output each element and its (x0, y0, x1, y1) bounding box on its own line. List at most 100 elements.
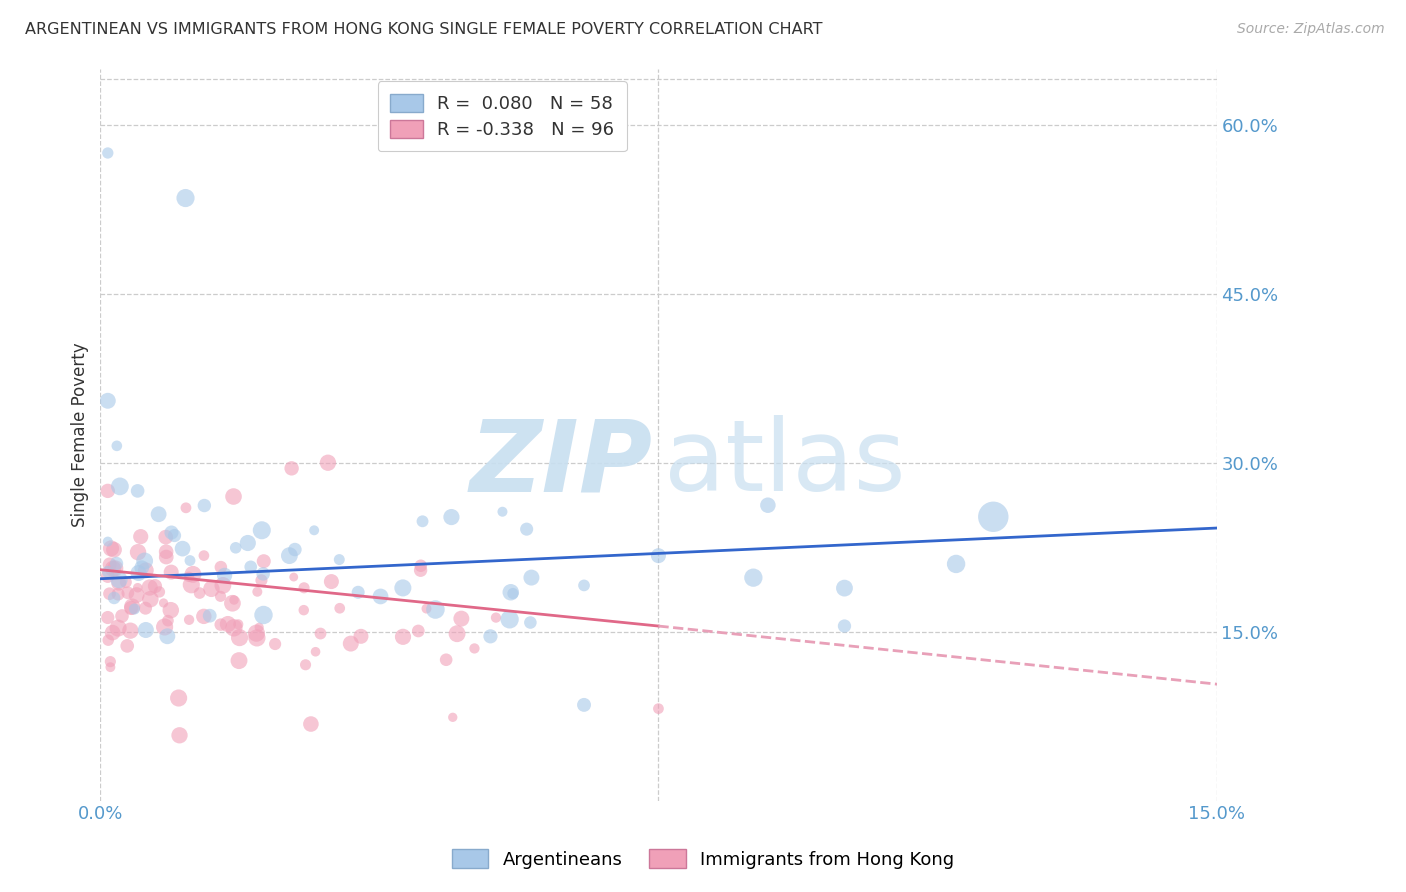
Point (97, 569, 120, 583)
Point (121, 599, 143, 614)
Point (103, 591, 125, 605)
Point (193, 499, 215, 513)
Point (450, 612, 472, 626)
Point (115, 639, 138, 653)
Point (408, 624, 430, 638)
Point (212, 578, 235, 592)
Point (97, 534, 120, 549)
Point (156, 629, 179, 643)
Point (177, 613, 200, 627)
Point (174, 500, 197, 515)
Point (156, 614, 179, 628)
Point (316, 456, 339, 470)
Point (108, 573, 131, 587)
Point (180, 578, 202, 592)
Point (111, 609, 134, 624)
Point (415, 601, 437, 615)
Point (572, 698, 595, 712)
Point (441, 710, 464, 724)
Point (193, 609, 215, 624)
Point (228, 631, 250, 645)
Point (440, 510, 463, 524)
Point (412, 514, 434, 528)
Point (100, 660, 122, 674)
Point (98, 587, 121, 601)
Point (103, 542, 125, 557)
Point (299, 717, 322, 731)
Y-axis label: Single Female Poverty: Single Female Poverty (72, 343, 89, 527)
Point (135, 601, 157, 615)
Point (167, 691, 190, 706)
Point (148, 507, 170, 521)
Point (138, 581, 160, 595)
Point (127, 545, 149, 559)
Point (370, 590, 392, 604)
Point (120, 601, 142, 615)
Point (179, 553, 201, 567)
Point (155, 549, 177, 564)
Point (143, 579, 166, 593)
Point (209, 590, 232, 604)
Point (172, 541, 194, 556)
Point (181, 567, 204, 582)
Point (117, 586, 139, 600)
Point (516, 522, 538, 536)
Point (302, 524, 325, 538)
Point (499, 585, 522, 599)
Point (756, 498, 779, 512)
Point (485, 610, 508, 624)
Point (446, 626, 468, 640)
Point (245, 626, 267, 640)
Point (135, 623, 157, 637)
Point (278, 549, 301, 563)
Point (107, 621, 129, 635)
Point (193, 549, 215, 563)
Point (105, 439, 128, 453)
Point (329, 601, 352, 615)
Point (163, 528, 186, 542)
Point (217, 617, 239, 632)
Point (328, 552, 350, 566)
Point (209, 560, 232, 574)
Point (214, 568, 236, 582)
Point (128, 566, 150, 580)
Point (174, 191, 197, 205)
Point (148, 585, 170, 599)
Point (135, 563, 157, 577)
Point (169, 728, 191, 742)
Point (264, 637, 287, 651)
Text: Source: ZipAtlas.com: Source: ZipAtlas.com (1237, 22, 1385, 37)
Point (742, 571, 765, 585)
Point (125, 588, 148, 602)
Point (246, 631, 269, 645)
Point (100, 541, 122, 556)
Point (104, 561, 127, 575)
Point (425, 602, 447, 616)
Point (981, 509, 1004, 524)
Point (101, 625, 124, 640)
Point (463, 641, 485, 656)
Point (647, 701, 669, 715)
Point (572, 578, 595, 592)
Text: ARGENTINEAN VS IMMIGRANTS FROM HONG KONG SINGLE FEMALE POVERTY CORRELATION CHART: ARGENTINEAN VS IMMIGRANTS FROM HONG KONG… (25, 22, 823, 37)
Point (280, 461, 302, 475)
Point (292, 603, 315, 617)
Point (222, 593, 245, 607)
Point (98, 655, 121, 669)
Point (97, 483, 120, 498)
Point (152, 596, 174, 610)
Point (339, 637, 361, 651)
Point (834, 581, 856, 595)
Point (155, 544, 177, 558)
Point (160, 565, 183, 579)
Text: ZIP: ZIP (470, 416, 652, 512)
Point (392, 581, 415, 595)
Point (520, 571, 543, 585)
Point (107, 576, 129, 591)
Point (177, 570, 200, 584)
Point (647, 549, 669, 563)
Point (292, 581, 315, 595)
Point (120, 624, 142, 638)
Legend: R =  0.080   N = 58, R = -0.338   N = 96: R = 0.080 N = 58, R = -0.338 N = 96 (378, 81, 627, 152)
Point (294, 657, 316, 672)
